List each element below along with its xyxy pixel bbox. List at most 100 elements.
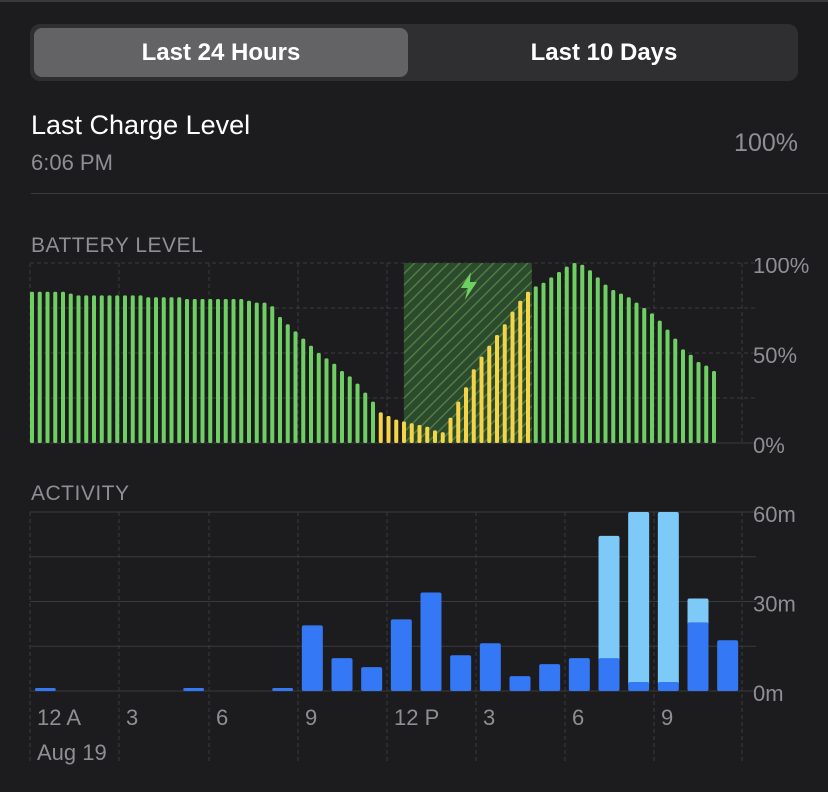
battery-bar: [603, 284, 608, 443]
battery-bar: [123, 295, 127, 443]
battery-bar: [665, 329, 670, 443]
battery-bar: [68, 293, 73, 443]
battery-bar: [208, 299, 213, 443]
battery-bar: [712, 371, 716, 443]
top-separator: [0, 0, 828, 2]
activity-bar-screen-on: [687, 622, 709, 691]
battery-bar: [115, 295, 120, 443]
battery-bar: [471, 369, 476, 443]
battery-bar: [611, 290, 616, 443]
battery-bar: [549, 277, 554, 443]
battery-bar: [541, 282, 546, 443]
activity-bar-screen-on: [301, 625, 323, 691]
battery-level-label: BATTERY LEVEL: [31, 234, 204, 257]
activity-bar-screen-on: [598, 658, 620, 691]
activity-bar-screen-on: [539, 664, 561, 691]
battery-bars: [30, 263, 716, 443]
battery-bar: [99, 295, 104, 443]
battery-bar: [572, 263, 577, 443]
activity-y-tick-label: 30m: [753, 592, 796, 617]
activity-x-tick-label: 12 A: [37, 705, 81, 730]
activity-bar-screen-on: [657, 682, 679, 691]
battery-bar: [154, 297, 158, 443]
battery-bar: [650, 313, 654, 443]
battery-bar: [619, 293, 623, 443]
battery-bar: [53, 291, 58, 443]
activity-bar-screen-on: [628, 682, 650, 691]
activity-bar-screen-off: [687, 598, 709, 626]
activity-bar-screen-on: [568, 658, 590, 691]
battery-bar: [518, 300, 523, 443]
activity-bar-screen-on: [479, 643, 501, 691]
activity-bar-screen-on: [331, 658, 353, 691]
battery-bar: [200, 299, 205, 443]
battery-bar: [448, 417, 453, 443]
last-charge-time: 6:06 PM: [31, 150, 113, 175]
battery-bar: [642, 308, 647, 443]
battery-bar: [704, 365, 709, 443]
activity-bar-screen-on: [272, 688, 294, 691]
battery-bar: [37, 291, 42, 443]
battery-bar: [216, 299, 220, 443]
tab-last-24-hours[interactable]: Last 24 Hours: [34, 28, 408, 77]
battery-bar: [192, 299, 197, 443]
battery-bar: [231, 299, 236, 443]
activity-date-label: Aug 19: [37, 740, 107, 765]
battery-y-tick-label: 50%: [753, 343, 797, 368]
battery-y-tick-label: 0%: [753, 433, 785, 458]
battery-bar: [76, 295, 81, 443]
battery-bar: [580, 264, 585, 443]
battery-bar: [657, 320, 662, 443]
activity-x-tick-label: 12 P: [394, 705, 439, 730]
battery-bar: [595, 277, 600, 443]
activity-label: ACTIVITY: [31, 482, 130, 505]
battery-bar: [557, 272, 561, 443]
battery-bar: [223, 299, 228, 443]
battery-bar: [146, 297, 151, 443]
time-range-segmented-control: Last 24 Hours Last 10 Days: [30, 24, 798, 81]
battery-bar: [278, 317, 282, 443]
battery-bar: [495, 335, 499, 443]
activity-y-tick-label: 0m: [753, 681, 784, 706]
activity-bar-screen-on: [420, 592, 442, 691]
battery-bar: [247, 300, 251, 443]
battery-bar: [487, 345, 492, 443]
activity-bar-screen-on: [450, 655, 472, 691]
activity-bar-screen-on: [509, 676, 531, 691]
battery-bar: [417, 425, 422, 443]
tab-last-10-days[interactable]: Last 10 Days: [530, 38, 678, 66]
battery-bar: [588, 270, 592, 443]
battery-bar: [464, 387, 468, 443]
battery-bar: [502, 324, 507, 443]
battery-bar: [433, 430, 437, 443]
battery-bar: [138, 295, 143, 443]
battery-bar: [440, 432, 445, 443]
battery-bar: [634, 302, 639, 443]
battery-bar: [177, 297, 182, 443]
battery-bar: [92, 295, 96, 443]
activity-y-tick-label: 60m: [753, 506, 796, 527]
battery-bar: [673, 338, 678, 443]
battery-bar: [30, 291, 34, 443]
battery-bar: [45, 291, 50, 443]
battery-y-tick-label: 100%: [753, 258, 809, 278]
battery-bar: [564, 266, 569, 443]
battery-bar: [363, 392, 368, 443]
activity-chart: 60m 30m 0m 12 A 3 6 9 12 P 3 6 9 Aug 19: [29, 506, 796, 765]
battery-bar: [270, 306, 275, 443]
activity-x-tick-label: 9: [661, 705, 673, 730]
activity-bars: [34, 512, 739, 691]
battery-bar: [425, 426, 430, 443]
battery-bar: [185, 299, 189, 443]
battery-bar: [254, 302, 259, 443]
activity-bar-screen-off: [657, 512, 679, 686]
battery-bar: [262, 302, 267, 443]
activity-x-tick-label: 9: [305, 705, 317, 730]
battery-bar: [479, 356, 484, 443]
battery-bar: [533, 286, 538, 443]
battery-bar: [161, 297, 166, 443]
last-charge-title: Last Charge Level: [31, 110, 251, 140]
activity-bar-screen-on: [183, 688, 205, 691]
battery-bar: [688, 354, 693, 443]
battery-bar: [402, 421, 406, 443]
